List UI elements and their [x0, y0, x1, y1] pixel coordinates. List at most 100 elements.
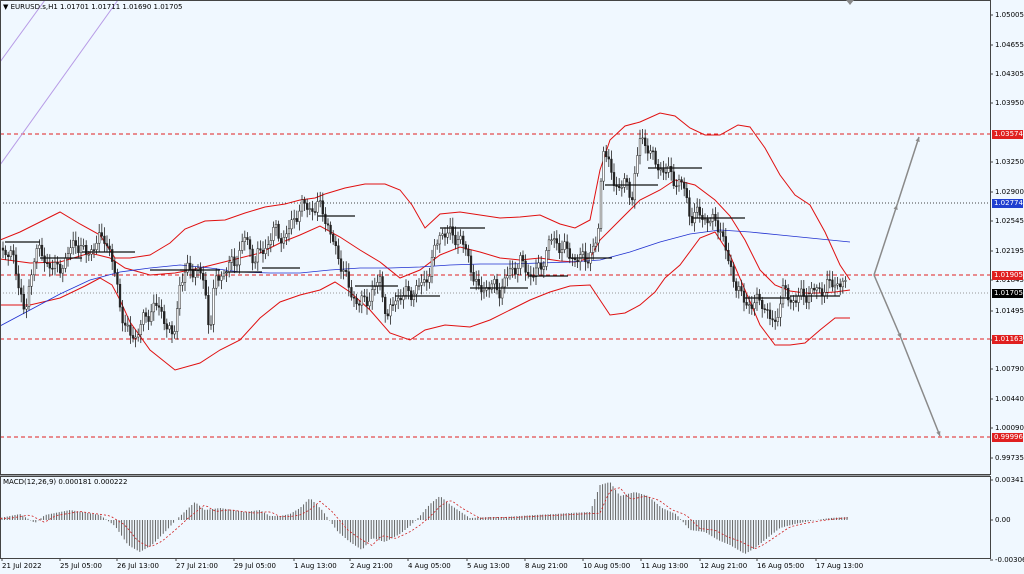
projection-arrows	[873, 136, 941, 437]
candle-body	[386, 313, 389, 317]
candle-body	[14, 254, 18, 275]
candle-body	[77, 245, 80, 253]
candle-body	[272, 227, 275, 241]
trend-line	[0, 0, 119, 166]
candle-body	[534, 267, 538, 278]
candle-body	[324, 213, 327, 224]
chart-shift-marker[interactable]	[846, 0, 854, 5]
candle-body	[352, 296, 356, 299]
time-tick-label: 2 Aug 21:00	[350, 562, 393, 570]
price-tick-label: 1.02195	[995, 247, 1024, 255]
candle-body	[563, 241, 566, 250]
candle-body	[716, 220, 720, 233]
candle-body	[17, 273, 20, 289]
candle-body	[618, 185, 621, 188]
candle-body	[113, 261, 116, 273]
candle-body	[46, 262, 49, 265]
candle-body	[22, 294, 25, 310]
candle-body	[612, 172, 616, 186]
candle-body	[774, 319, 777, 322]
projection-arrow-line	[896, 136, 920, 206]
candle-body	[412, 293, 415, 301]
moving-average-line	[0, 229, 851, 327]
candle-body	[397, 297, 400, 302]
time-tick-label: 17 Aug 13:00	[816, 562, 864, 570]
candle-body	[256, 248, 259, 263]
candle-body	[599, 180, 603, 229]
candle-body	[815, 287, 818, 291]
candle-body	[142, 312, 145, 325]
candle-body	[267, 244, 270, 249]
candle-body	[51, 267, 54, 270]
candle-body	[449, 226, 452, 234]
candle-body	[308, 208, 311, 210]
candle-body	[254, 261, 257, 264]
price-tick-label: 1.04305	[995, 70, 1024, 78]
candle-body	[498, 289, 501, 299]
candle-body	[472, 272, 475, 282]
candle-body	[181, 282, 184, 286]
price-tick-label: 0.99735	[995, 454, 1024, 462]
price-tick-label: 1.02545	[995, 217, 1024, 225]
candle-body	[493, 279, 496, 285]
candle-body	[313, 211, 317, 213]
candle-body	[482, 289, 486, 293]
candle-body	[709, 220, 712, 224]
candle-body	[771, 318, 774, 321]
candle-body	[524, 260, 527, 273]
time-tick-label: 11 Aug 13:00	[641, 562, 689, 570]
candle-body	[347, 271, 350, 288]
candle-body	[818, 287, 821, 289]
candle-body	[241, 241, 244, 251]
candle-body	[763, 308, 766, 310]
candle-body	[207, 295, 210, 326]
candle-body	[462, 235, 465, 245]
candle-body	[43, 255, 46, 264]
time-axis-ticks	[1, 558, 817, 561]
candle-body	[495, 279, 499, 291]
candle-body	[410, 290, 413, 301]
candle-body	[261, 249, 265, 254]
candle-body	[503, 277, 506, 288]
candle-body	[511, 267, 514, 270]
candle-body	[100, 232, 103, 237]
candle-body	[742, 290, 746, 303]
candle-body	[157, 305, 161, 308]
candle-body	[464, 244, 467, 250]
candle-body	[332, 233, 335, 242]
candle-body	[521, 255, 525, 262]
candle-body	[761, 299, 764, 309]
candle-body	[664, 172, 668, 174]
candle-body	[675, 185, 678, 188]
candle-body	[74, 240, 77, 246]
candle-body	[4, 249, 7, 256]
candle-body	[787, 287, 790, 301]
candle-body	[615, 185, 618, 187]
candle-body	[124, 322, 127, 326]
candle-body	[183, 271, 187, 283]
candle-body	[519, 255, 522, 269]
candle-body	[407, 286, 410, 292]
candle-body	[581, 251, 584, 255]
candle-body	[319, 200, 322, 202]
price-level-badge: 1.01905	[992, 271, 1023, 280]
time-tick-label: 26 Jul 13:00	[117, 562, 159, 570]
candle-body	[467, 248, 470, 257]
candle-body	[222, 272, 226, 277]
projection-arrowhead	[893, 205, 898, 210]
candle-body	[202, 272, 205, 281]
candle-body	[53, 262, 57, 269]
candle-body	[391, 304, 395, 306]
candle-body	[238, 250, 241, 266]
price-tick-label: 1.03950	[995, 99, 1024, 107]
candle-body	[651, 150, 655, 153]
candle-body	[441, 233, 444, 236]
candle-body	[259, 248, 262, 251]
candle-body	[586, 261, 590, 264]
candle-body	[220, 275, 223, 281]
price-tick-label: 1.05005	[995, 11, 1024, 19]
dropdown-triangle-icon[interactable]: ▼	[3, 3, 9, 11]
candle-body	[646, 145, 649, 154]
